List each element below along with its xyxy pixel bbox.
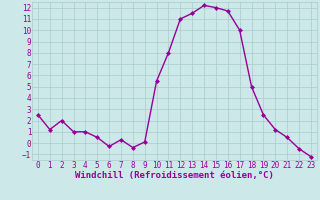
X-axis label: Windchill (Refroidissement éolien,°C): Windchill (Refroidissement éolien,°C)	[75, 171, 274, 180]
